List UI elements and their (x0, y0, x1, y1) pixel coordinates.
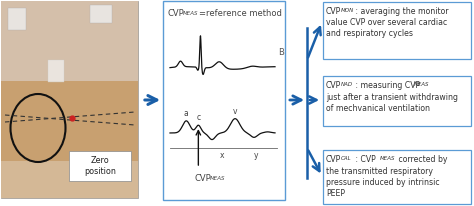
Text: corrected by: corrected by (396, 155, 448, 164)
Text: MEAS: MEAS (380, 156, 395, 161)
Text: y: y (254, 151, 258, 160)
Text: pressure induced by intrinsic: pressure induced by intrinsic (326, 178, 439, 187)
Text: : CVP: : CVP (354, 155, 376, 164)
Text: of mechvanical ventilation: of mechvanical ventilation (326, 104, 430, 113)
FancyBboxPatch shape (1, 1, 138, 81)
Text: MEAS: MEAS (413, 82, 429, 87)
Text: : measuring CVP: : measuring CVP (354, 81, 420, 90)
Text: the transmitted respiratory: the transmitted respiratory (326, 167, 433, 176)
FancyBboxPatch shape (1, 81, 138, 161)
Text: MEAS: MEAS (210, 176, 225, 180)
Text: MEAS: MEAS (183, 11, 199, 15)
Text: CVP: CVP (194, 174, 211, 183)
Text: a: a (184, 109, 189, 118)
Bar (8, 8, 26, 30)
FancyBboxPatch shape (1, 1, 138, 198)
Text: Zero
position: Zero position (84, 156, 116, 176)
Bar (48, 60, 64, 82)
Text: value CVP over several cardiac: value CVP over several cardiac (326, 18, 447, 27)
Text: CVP: CVP (326, 81, 341, 90)
Text: =reference method: =reference method (199, 9, 282, 18)
Text: CAL: CAL (340, 156, 351, 161)
FancyBboxPatch shape (323, 150, 471, 204)
FancyBboxPatch shape (1, 161, 138, 198)
Bar (90, 5, 112, 23)
Text: v: v (233, 107, 237, 116)
Text: CVP: CVP (326, 7, 341, 16)
Text: just after a transient withdrawing: just after a transient withdrawing (326, 93, 458, 102)
Text: MON: MON (340, 8, 354, 13)
FancyBboxPatch shape (323, 76, 471, 126)
FancyBboxPatch shape (69, 151, 131, 181)
Text: NAD: NAD (340, 82, 353, 87)
Text: x: x (220, 151, 225, 160)
Text: PEEP: PEEP (326, 189, 345, 198)
Text: and respiratory cycles: and respiratory cycles (326, 29, 413, 38)
FancyBboxPatch shape (163, 1, 285, 200)
Text: B: B (278, 48, 284, 56)
Text: CVP: CVP (326, 155, 341, 164)
FancyBboxPatch shape (323, 2, 471, 59)
Text: CVP: CVP (168, 9, 185, 18)
Text: : averaging the monitor: : averaging the monitor (354, 7, 449, 16)
Text: c: c (196, 113, 201, 122)
